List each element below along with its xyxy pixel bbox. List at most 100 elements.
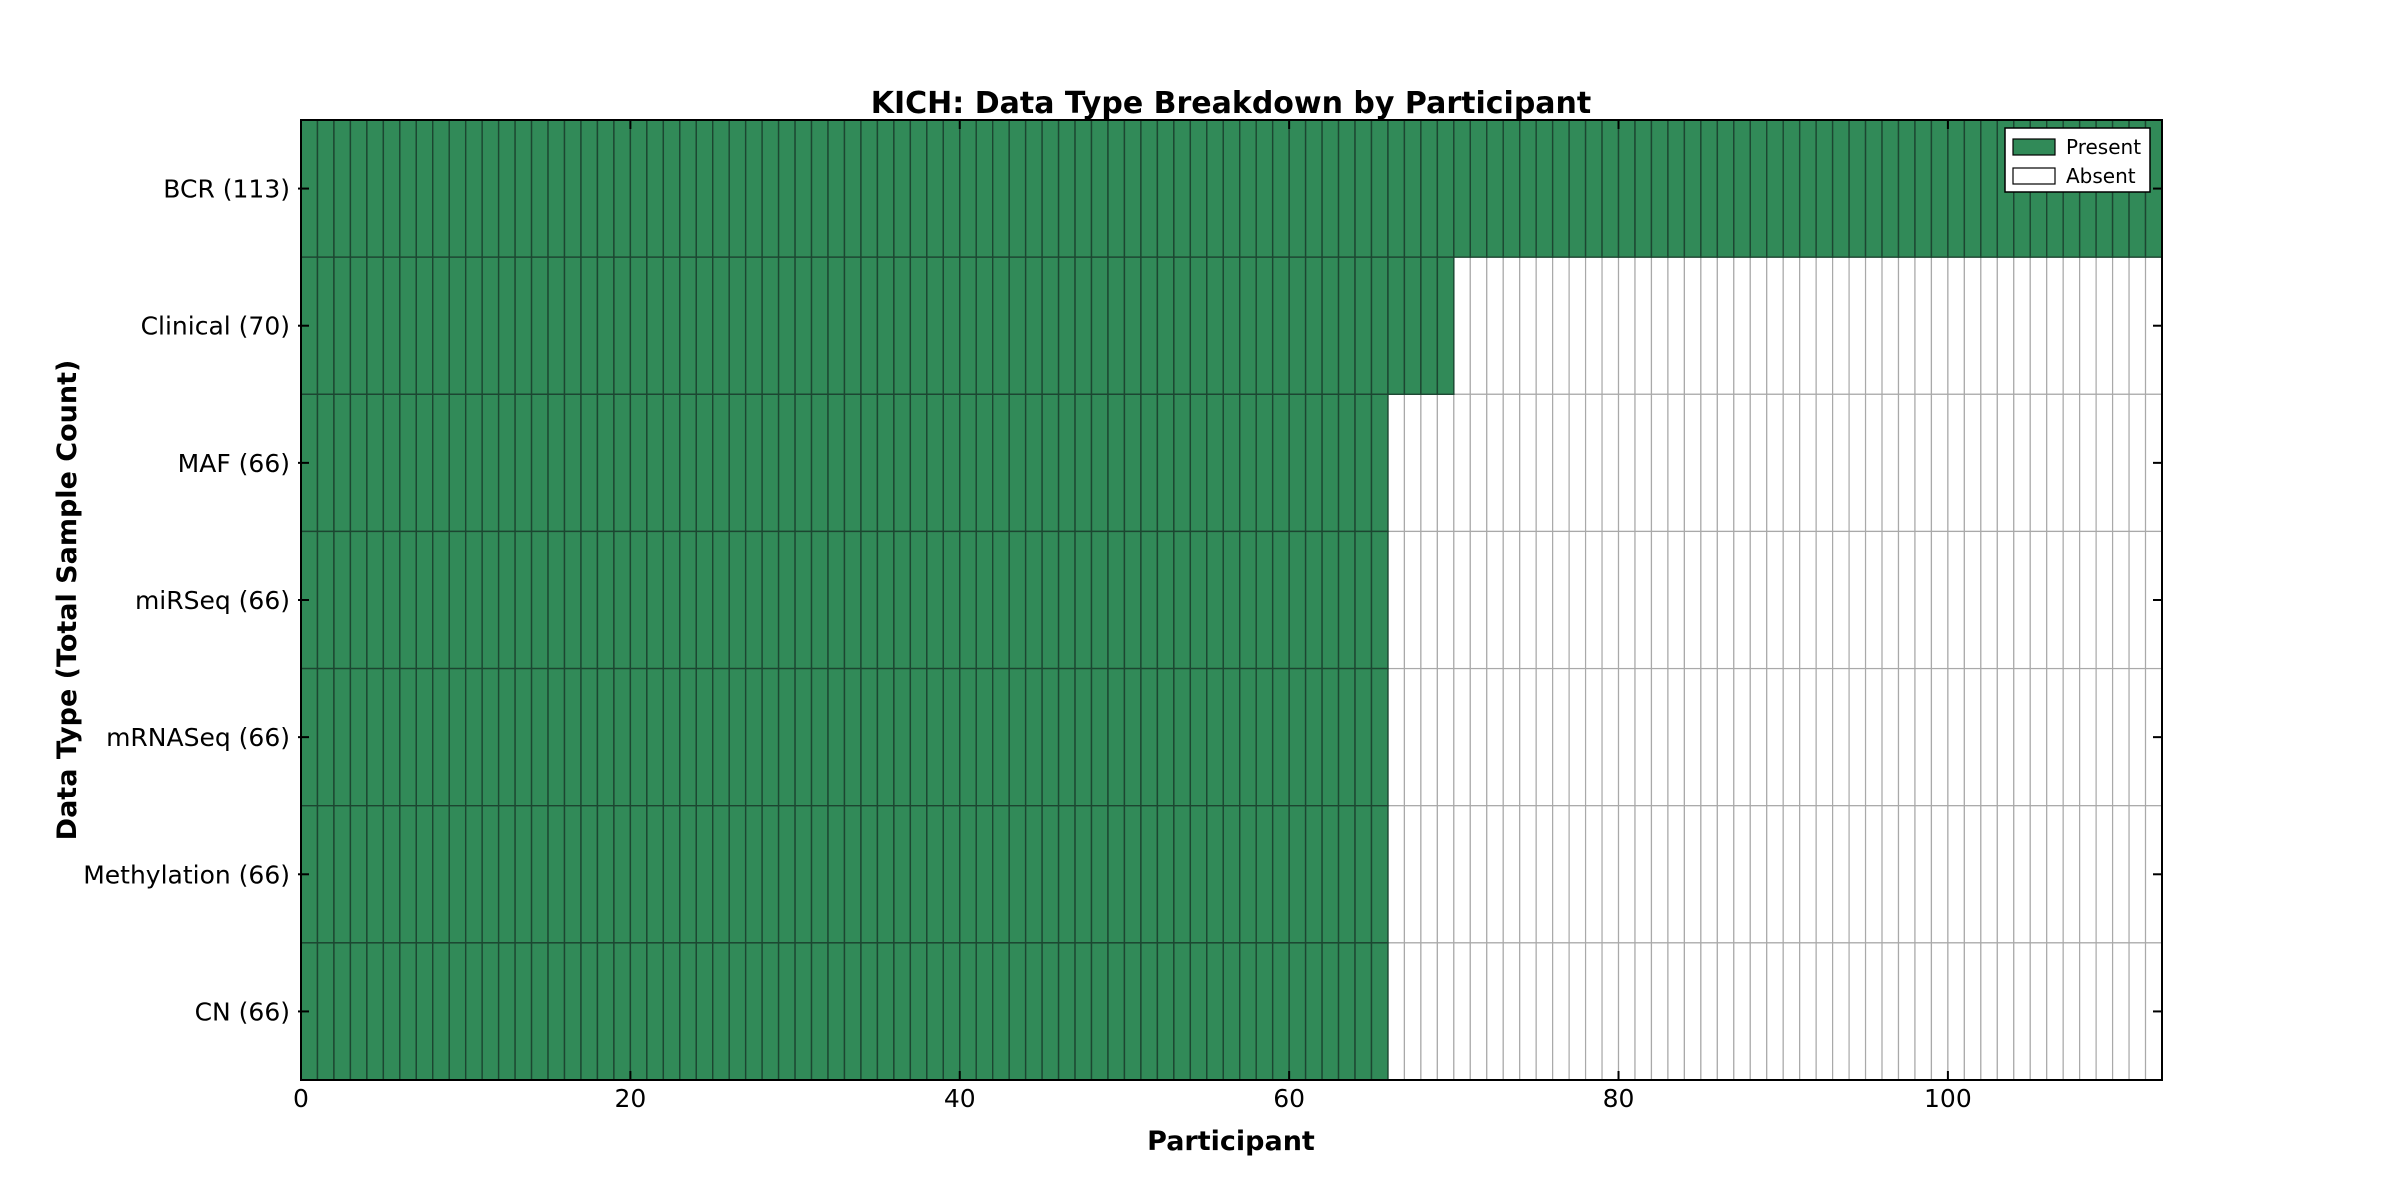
cell-present — [432, 805, 450, 944]
cell-present — [1271, 530, 1290, 670]
cell-present — [366, 667, 385, 807]
cell-present — [646, 942, 665, 1081]
cell-absent — [1963, 393, 1982, 533]
cell-present — [530, 393, 549, 533]
cell-present — [1222, 942, 1241, 1081]
cell-absent — [2095, 530, 2114, 670]
cell-present — [497, 119, 516, 258]
cell-present — [382, 805, 401, 944]
y-tick-labels: BCR (113) Clinical (70) MAF (66) miRSeq (66… — [83, 175, 290, 1027]
cell-present — [1271, 119, 1290, 258]
cell-absent — [2079, 393, 2097, 533]
cell-present — [333, 667, 352, 807]
cell-absent — [2046, 805, 2064, 944]
cell-present — [1156, 805, 1175, 944]
cell-present — [1090, 393, 1109, 533]
cell-present — [1024, 256, 1043, 395]
cell-present — [959, 667, 977, 807]
cell-present — [1239, 942, 1257, 1081]
cell-present — [662, 393, 681, 533]
cell-absent — [1683, 667, 1702, 807]
cell-present — [893, 667, 912, 807]
cell-present — [1551, 119, 1570, 258]
cell-present — [909, 942, 928, 1081]
cell-absent — [1420, 942, 1438, 1081]
cell-present — [613, 530, 632, 670]
cell-absent — [1519, 805, 1537, 944]
cell-present — [1403, 119, 1422, 258]
cell-absent — [1519, 530, 1537, 670]
cell-present — [1173, 667, 1192, 807]
cell-absent — [1996, 256, 2015, 395]
cell-present — [464, 805, 483, 944]
cell-absent — [1963, 667, 1982, 807]
cell-present — [563, 667, 582, 807]
cell-present — [761, 667, 780, 807]
cell-absent — [1436, 667, 1455, 807]
cell-absent — [1617, 393, 1636, 533]
cell-absent — [1519, 393, 1537, 533]
x-tick-label: 0 — [293, 1084, 309, 1113]
cell-absent — [1749, 942, 1768, 1081]
cell-present — [596, 119, 615, 258]
cell-present — [860, 119, 879, 258]
cell-absent — [1963, 805, 1982, 944]
cell-absent — [1733, 393, 1751, 533]
cell-absent — [1552, 805, 1570, 944]
cell-present — [1074, 942, 1093, 1081]
cell-absent — [1897, 805, 1916, 944]
cell-present — [876, 393, 895, 533]
cell-absent — [1683, 530, 1702, 670]
cell-present — [1486, 119, 1504, 258]
cell-absent — [1881, 256, 1900, 395]
cell-present — [1568, 119, 1587, 258]
absent-cells-layer — [1387, 256, 2163, 1081]
cell-absent — [1683, 942, 1702, 1081]
cell-present — [1074, 393, 1093, 533]
cell-present — [497, 942, 516, 1081]
cell-present — [1008, 256, 1027, 395]
cell-present — [1271, 667, 1290, 807]
cell-absent — [1436, 530, 1455, 670]
cell-present — [1024, 667, 1043, 807]
cell-present — [580, 393, 599, 533]
cell-absent — [1502, 393, 1521, 533]
cell-present — [563, 393, 582, 533]
cell-present — [1140, 667, 1159, 807]
cell-present — [712, 530, 730, 670]
cell-absent — [2111, 667, 2130, 807]
cell-present — [1683, 119, 1702, 258]
cell-absent — [2029, 942, 2048, 1081]
cell-absent — [1914, 942, 1933, 1081]
cell-present — [366, 393, 385, 533]
cell-present — [1864, 119, 1883, 258]
cell-absent — [1749, 805, 1768, 944]
cell-present — [1370, 667, 1389, 807]
cell-absent — [1436, 942, 1455, 1081]
cell-present — [959, 393, 977, 533]
cell-absent — [2128, 530, 2147, 670]
cell-present — [1947, 119, 1966, 258]
cell-present — [1914, 119, 1933, 258]
cell-absent — [1535, 667, 1554, 807]
cell-present — [1321, 805, 1340, 944]
cell-present — [646, 530, 665, 670]
cell-absent — [1716, 805, 1735, 944]
cell-present — [728, 805, 747, 944]
cell-absent — [1733, 805, 1751, 944]
cell-present — [1024, 530, 1043, 670]
cell-present — [1189, 393, 1208, 533]
cell-present — [679, 530, 697, 670]
cell-present — [629, 805, 648, 944]
cell-present — [1057, 942, 1076, 1081]
cell-present — [926, 942, 944, 1081]
cell-present — [761, 805, 780, 944]
cell-present — [399, 530, 417, 670]
cell-present — [810, 530, 829, 670]
cell-absent — [1815, 805, 1834, 944]
cell-present — [497, 667, 516, 807]
cell-absent — [1947, 805, 1965, 944]
cell-present — [366, 942, 385, 1081]
cell-present — [794, 667, 813, 807]
cell-present — [1008, 805, 1027, 944]
